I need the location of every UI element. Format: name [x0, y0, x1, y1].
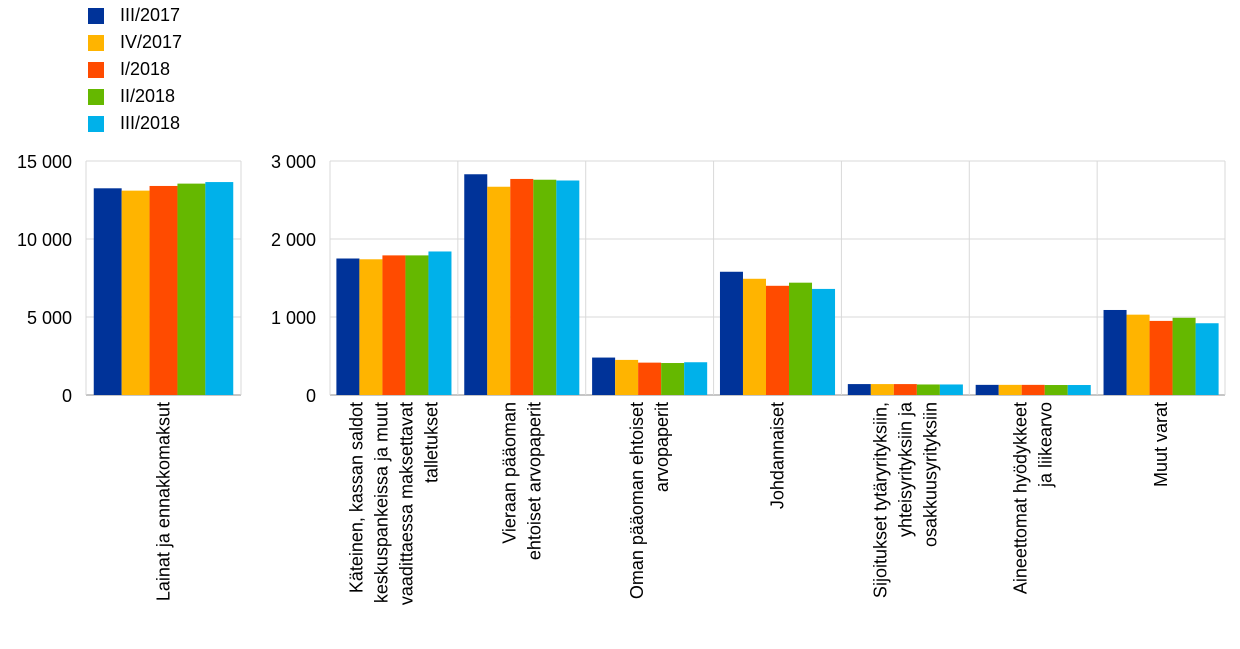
- category-label: Muut varat: [1151, 402, 1171, 487]
- bar: [661, 363, 685, 395]
- bar: [487, 186, 511, 395]
- bar: [428, 251, 452, 395]
- bar: [615, 359, 639, 395]
- bar: [205, 182, 234, 395]
- y-tick-label: 0: [62, 386, 72, 406]
- bar: [742, 278, 766, 395]
- legend-swatch: [88, 115, 104, 132]
- bar: [533, 179, 557, 395]
- bar: [684, 362, 708, 395]
- legend-label: IV/2017: [120, 32, 183, 52]
- bar: [1195, 323, 1219, 395]
- y-tick-label: 1 000: [271, 308, 316, 328]
- category-label: Lainat ja ennakkomaksut: [154, 402, 174, 601]
- category-label-line: vaadittaessa maksettavat: [396, 402, 416, 605]
- bar: [121, 190, 150, 395]
- bar: [765, 285, 790, 395]
- category-label-line: Oman pääoman ehtoiset: [627, 402, 647, 599]
- category-label-line: yhteisyrityksiin ja: [895, 401, 915, 537]
- bar: [975, 384, 999, 395]
- y-tick-label: 0: [306, 386, 316, 406]
- bar: [847, 384, 871, 395]
- category-label-line: ehtoiset arvopaperit: [524, 402, 544, 560]
- bar: [916, 384, 940, 395]
- legend-swatch: [88, 88, 104, 105]
- legend-label: II/2018: [120, 86, 176, 106]
- bar: [464, 174, 488, 395]
- y-tick-label: 2 000: [271, 230, 316, 250]
- legend-item[interactable]: II/2018: [88, 83, 182, 110]
- category-label-line: Aineettomat hyödykkeet: [1011, 402, 1031, 594]
- bar: [510, 178, 534, 395]
- bar: [1021, 384, 1045, 395]
- bar: [592, 357, 616, 395]
- bar: [719, 271, 743, 395]
- bar: [177, 183, 206, 395]
- bar: [1126, 314, 1150, 395]
- category-label: Käteinen, kassan saldot keskuspankeissa j…: [346, 402, 441, 605]
- legend-item[interactable]: III/2017: [88, 2, 182, 29]
- category-label-line: Vieraan pääoman: [499, 402, 519, 544]
- bar: [939, 384, 963, 395]
- category-label-line: talletukset: [421, 402, 441, 483]
- category-label-line: osakkuusyrityksiin: [920, 402, 940, 547]
- category-label: Oman pääoman ehtoiset arvopaperit: [627, 402, 672, 599]
- category-label-line: ja liikearvo: [1036, 402, 1056, 488]
- legend-item[interactable]: IV/2017: [88, 29, 182, 56]
- legend-item[interactable]: I/2018: [88, 56, 182, 83]
- y-tick-label: 10 000: [17, 230, 72, 250]
- legend-swatch: [88, 61, 104, 78]
- legend-label: III/2018: [120, 113, 181, 133]
- bar: [812, 288, 836, 395]
- bar: [149, 185, 178, 395]
- category-label: Sijoitukset tytäryrityksiin, yhteisyrityk…: [870, 401, 940, 598]
- y-tick-label: 15 000: [17, 152, 72, 172]
- bar: [405, 255, 429, 395]
- bar: [336, 258, 360, 395]
- legend: III/2017 IV/2017 I/2018 II/2018 III/2018: [88, 2, 182, 137]
- category-label-line: Käteinen, kassan saldot: [346, 402, 366, 593]
- y-tick-label: 5 000: [27, 308, 72, 328]
- bar: [1044, 385, 1068, 395]
- bar: [359, 259, 383, 395]
- category-label-line: keskuspankeissa ja muut: [371, 402, 391, 603]
- legend-swatch: [88, 7, 104, 24]
- bar: [789, 282, 813, 395]
- bar: [556, 180, 580, 395]
- bar: [1103, 309, 1127, 395]
- category-label-line: arvopaperit: [652, 402, 672, 492]
- category-label: Vieraan pääoman ehtoiset arvopaperit: [499, 402, 544, 560]
- bar: [93, 188, 122, 395]
- bar: [870, 384, 894, 395]
- bar: [1067, 385, 1091, 395]
- bar: [382, 255, 406, 395]
- category-label-line: Muut varat: [1151, 402, 1171, 487]
- bar: [638, 362, 662, 395]
- legend-swatch: [88, 34, 104, 51]
- category-label-line: Lainat ja ennakkomaksut: [154, 402, 174, 601]
- category-label-line: Sijoitukset tytäryrityksiin,: [870, 402, 890, 598]
- legend-label: I/2018: [120, 59, 171, 79]
- legend-label: III/2017: [120, 5, 181, 25]
- legend-item[interactable]: III/2018: [88, 110, 182, 137]
- bar: [1172, 317, 1196, 395]
- category-label: Johdannaiset: [768, 402, 788, 509]
- bar: [893, 384, 917, 395]
- bar: [1149, 320, 1173, 395]
- y-tick-label: 3 000: [271, 152, 316, 172]
- bar: [998, 384, 1022, 395]
- category-label: Aineettomat hyödykkeet ja liikearvo: [1011, 402, 1056, 594]
- category-label-line: Johdannaiset: [768, 402, 788, 509]
